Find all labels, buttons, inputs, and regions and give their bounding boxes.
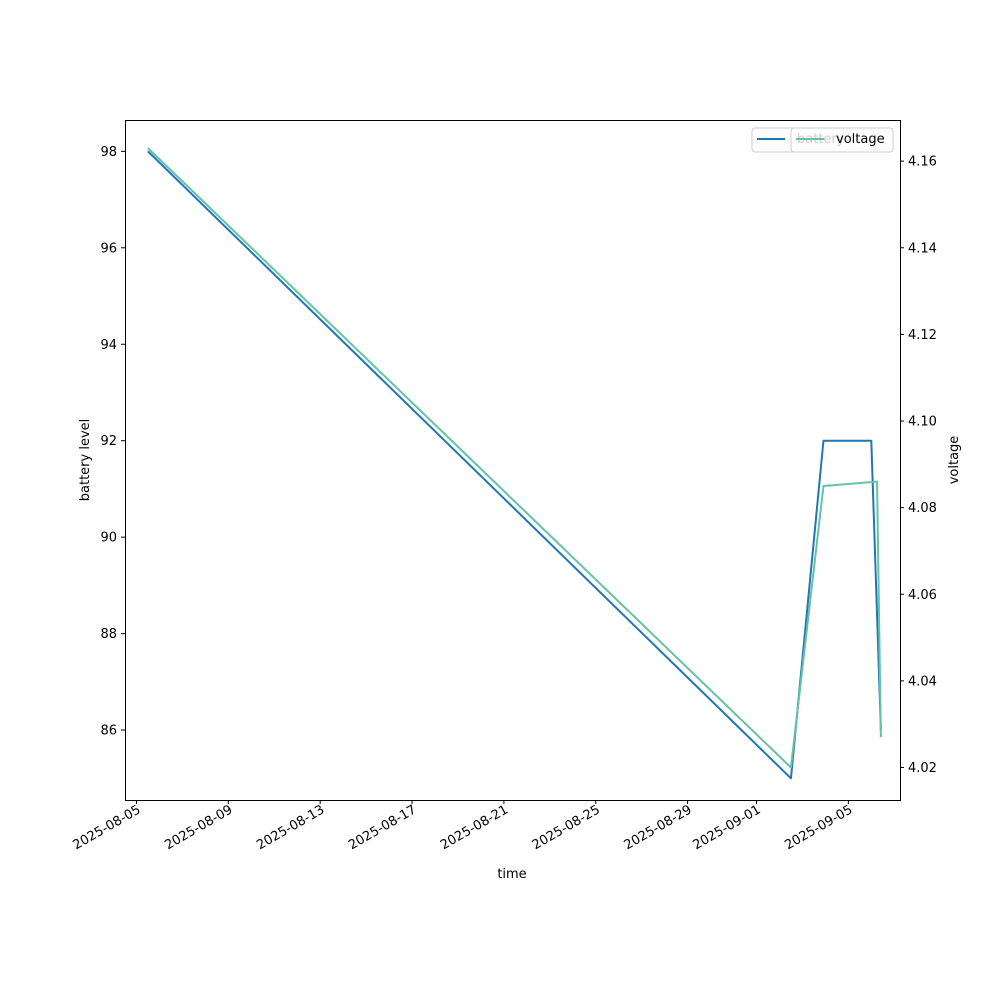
left-y-tick-label: 94 (100, 338, 117, 353)
x-tick-label: 2025-08-25 (530, 802, 603, 853)
right-y-tick-label: 4.06 (908, 588, 937, 603)
left-y-tick-label: 86 (100, 724, 117, 739)
right-y-tick-label: 4.16 (908, 155, 937, 170)
x-tick-label: 2025-08-29 (622, 802, 695, 853)
legend-voltage: voltage (790, 127, 894, 153)
right-y-axis-title: voltage (947, 436, 962, 485)
left-y-tick-label: 92 (100, 434, 117, 449)
right-y-tick-label: 4.10 (908, 415, 937, 430)
x-tick-label: 2025-09-05 (782, 802, 855, 853)
left-y-axis: 86 88 90 92 94 96 98 (100, 145, 125, 739)
series-line-battery (147, 150, 882, 780)
plot-frame (125, 120, 901, 801)
legend-voltage-frame (790, 127, 894, 153)
x-tick-label: 2025-08-17 (346, 802, 419, 853)
series-lines (147, 147, 882, 780)
right-y-tick-label: 4.04 (908, 674, 937, 689)
x-tick-label: 2025-08-09 (162, 802, 235, 853)
right-y-tick-label: 4.02 (908, 761, 937, 776)
legend-voltage-label: voltage (836, 132, 885, 147)
x-tick-label: 2025-08-13 (254, 802, 327, 853)
left-y-tick-label: 98 (100, 145, 117, 160)
right-y-axis: 4.02 4.04 4.06 4.08 4.10 4.12 4.14 4.16 (900, 155, 937, 776)
right-y-tick-label: 4.08 (908, 501, 937, 516)
right-y-tick-label: 4.14 (908, 241, 937, 256)
plot-area (125, 120, 901, 801)
left-y-tick-label: 90 (100, 531, 117, 546)
x-tick-label: 2025-09-01 (691, 802, 764, 853)
left-y-axis-title: battery level (78, 419, 93, 502)
series-line-voltage (147, 147, 882, 769)
x-axis-title: time (497, 867, 526, 882)
x-tick-label: 2025-08-21 (438, 802, 511, 853)
left-y-tick-label: 88 (100, 627, 117, 642)
left-y-tick-label: 96 (100, 241, 117, 256)
right-y-tick-label: 4.12 (908, 328, 937, 343)
x-tick-label: 2025-08-05 (71, 802, 144, 853)
x-axis: 2025-08-05 2025-08-09 2025-08-13 2025-08-17… (71, 800, 855, 853)
